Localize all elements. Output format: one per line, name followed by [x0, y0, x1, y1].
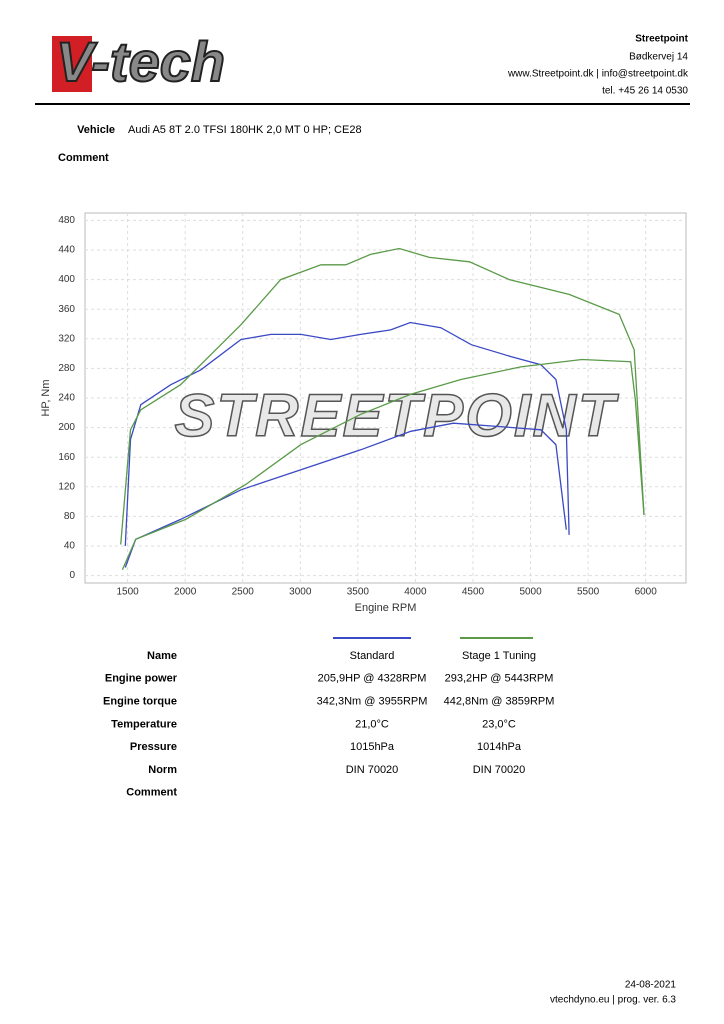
x-axis-label: Engine RPM: [355, 602, 417, 614]
table-cell: 21,0°C: [355, 718, 389, 730]
y-tick-label: 440: [58, 245, 75, 256]
y-tick-label: 0: [69, 570, 75, 581]
x-tick-label: 4000: [404, 587, 427, 598]
y-tick-label: 400: [58, 274, 75, 285]
logo: V-tech: [56, 30, 225, 93]
table-cell: 1015hPa: [350, 741, 395, 753]
comment-label: Comment: [58, 152, 109, 164]
x-tick-label: 5500: [577, 587, 600, 598]
table-cell: 342,3Nm @ 3955RPM: [317, 696, 428, 708]
x-tick-label: 4500: [462, 587, 485, 598]
table-cell: DIN 70020: [473, 764, 526, 776]
vehicle-label: Vehicle: [77, 124, 115, 136]
company: Streetpoint: [635, 34, 688, 45]
table-cell: 205,9HP @ 4328RPM: [318, 673, 427, 685]
x-tick-label: 6000: [635, 587, 658, 598]
curve: [124, 422, 567, 568]
table-cell: Stage 1 Tuning: [462, 650, 536, 662]
table-cell: 442,8Nm @ 3859RPM: [444, 696, 555, 708]
table-cell: 293,2HP @ 5443RPM: [445, 673, 554, 685]
x-tick-label: 2000: [174, 587, 197, 598]
vehicle-value: Audi A5 8T 2.0 TFSI 180HK 2,0 MT 0 HP; C…: [128, 124, 362, 136]
x-tick-label: 5000: [519, 587, 542, 598]
y-tick-label: 160: [58, 452, 75, 463]
row-label: Norm: [148, 764, 177, 776]
footer-version: vtechdyno.eu | prog. ver. 6.3: [550, 995, 676, 1006]
table-cell: 1014hPa: [477, 741, 522, 753]
table-cell: Standard: [350, 650, 395, 662]
y-tick-label: 120: [58, 481, 75, 492]
table-cell: DIN 70020: [346, 764, 399, 776]
row-label: Name: [147, 650, 177, 662]
address: Bødkervej 14: [629, 52, 688, 63]
logo-badge: [52, 36, 92, 92]
y-tick-label: 320: [58, 333, 75, 344]
curve: [121, 358, 645, 570]
x-tick-label: 3500: [347, 587, 370, 598]
y-tick-label: 200: [58, 422, 75, 433]
footer-date: 24-08-2021: [625, 980, 677, 991]
y-tick-label: 280: [58, 363, 75, 374]
y-axis-label: HP, Nm: [40, 379, 52, 416]
watermark: STREETPOINT: [174, 382, 618, 449]
x-tick-label: 1500: [116, 587, 139, 598]
table-cell: 23,0°C: [482, 718, 516, 730]
x-tick-label: 2500: [232, 587, 255, 598]
row-label: Engine torque: [103, 696, 177, 708]
y-tick-label: 80: [64, 511, 76, 522]
y-tick-label: 360: [58, 304, 75, 315]
phone: tel. +45 26 14 0530: [602, 86, 688, 97]
row-label: Engine power: [105, 673, 178, 685]
x-tick-label: 3000: [289, 587, 312, 598]
curve: [120, 247, 645, 545]
row-label: Pressure: [130, 741, 177, 753]
y-tick-label: 480: [58, 215, 75, 226]
row-label: Temperature: [111, 718, 177, 730]
contact: www.Streetpoint.dk | info@streetpoint.dk: [507, 69, 689, 80]
row-label: Comment: [126, 787, 177, 799]
y-tick-label: 240: [58, 393, 75, 404]
y-tick-label: 40: [64, 541, 76, 552]
